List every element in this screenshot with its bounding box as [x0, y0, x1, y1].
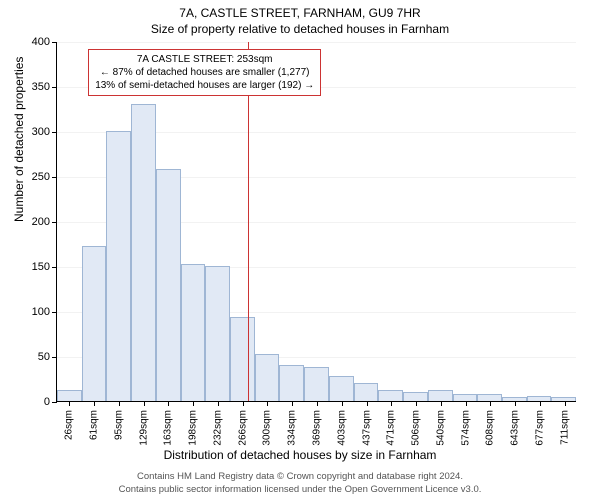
plot-region: 7A CASTLE STREET: 253sqm← 87% of detache… — [56, 42, 576, 402]
bar — [428, 390, 453, 401]
ytick-mark — [52, 222, 57, 223]
xtick-mark — [367, 401, 368, 406]
xtick-mark — [267, 401, 268, 406]
bar — [304, 367, 329, 401]
bar — [378, 390, 403, 401]
ytick-label: 50 — [10, 351, 50, 363]
xtick-mark — [144, 401, 145, 406]
xtick-label: 163sqm — [163, 410, 174, 446]
footer-credits: Contains HM Land Registry data © Crown c… — [0, 471, 600, 496]
xtick-mark — [342, 401, 343, 406]
xtick-mark — [218, 401, 219, 406]
xtick-label: 574sqm — [460, 410, 471, 446]
bar — [329, 376, 354, 401]
xtick-mark — [69, 401, 70, 406]
xtick-label: 643sqm — [510, 410, 521, 446]
chart-title-main: 7A, CASTLE STREET, FARNHAM, GU9 7HR — [0, 0, 600, 20]
xtick-label: 711sqm — [559, 410, 570, 445]
bar — [230, 317, 255, 401]
ytick-mark — [52, 42, 57, 43]
xtick-mark — [168, 401, 169, 406]
ytick-label: 200 — [10, 216, 50, 228]
xtick-mark — [317, 401, 318, 406]
xtick-label: 26sqm — [64, 410, 75, 440]
xtick-mark — [391, 401, 392, 406]
ytick-label: 100 — [10, 306, 50, 318]
xtick-label: 437sqm — [361, 410, 372, 446]
x-axis-label: Distribution of detached houses by size … — [0, 448, 600, 462]
xtick-label: 540sqm — [435, 410, 446, 446]
ytick-mark — [52, 87, 57, 88]
bar — [453, 394, 478, 401]
bar — [403, 392, 428, 401]
bar — [279, 365, 304, 401]
xtick-label: 232sqm — [212, 410, 223, 446]
xtick-label: 266sqm — [237, 410, 248, 446]
chart-plot-area: 7A CASTLE STREET: 253sqm← 87% of detache… — [56, 42, 576, 402]
chart-container: 7A, CASTLE STREET, FARNHAM, GU9 7HR Size… — [0, 0, 600, 500]
ytick-label: 250 — [10, 171, 50, 183]
xtick-label: 300sqm — [262, 410, 273, 446]
ytick-label: 300 — [10, 126, 50, 138]
xtick-label: 369sqm — [312, 410, 323, 446]
footer-line-2: Contains public sector information licen… — [0, 484, 600, 496]
xtick-label: 403sqm — [336, 410, 347, 446]
xtick-mark — [292, 401, 293, 406]
bar — [106, 131, 131, 401]
xtick-mark — [416, 401, 417, 406]
xtick-mark — [490, 401, 491, 406]
ytick-mark — [52, 177, 57, 178]
ytick-label: 400 — [10, 36, 50, 48]
annotation-line: 7A CASTLE STREET: 253sqm — [95, 53, 314, 66]
xtick-mark — [94, 401, 95, 406]
bar — [131, 104, 156, 401]
bar — [156, 169, 181, 401]
footer-line-1: Contains HM Land Registry data © Crown c… — [0, 471, 600, 483]
ytick-mark — [52, 402, 57, 403]
bar — [205, 266, 230, 401]
xtick-mark — [540, 401, 541, 406]
xtick-label: 608sqm — [485, 410, 496, 446]
ytick-label: 0 — [10, 396, 50, 408]
xtick-label: 129sqm — [138, 410, 149, 446]
annotation-line: 13% of semi-detached houses are larger (… — [95, 79, 314, 92]
xtick-mark — [466, 401, 467, 406]
ytick-mark — [52, 132, 57, 133]
ytick-label: 150 — [10, 261, 50, 273]
xtick-mark — [565, 401, 566, 406]
bar — [181, 264, 206, 401]
bar — [354, 383, 379, 401]
ytick-label: 350 — [10, 81, 50, 93]
ytick-mark — [52, 267, 57, 268]
xtick-mark — [193, 401, 194, 406]
annotation-line: ← 87% of detached houses are smaller (1,… — [95, 66, 314, 79]
xtick-label: 471sqm — [386, 410, 397, 446]
bar — [477, 394, 502, 401]
xtick-label: 334sqm — [287, 410, 298, 446]
bar — [82, 246, 107, 401]
xtick-mark — [515, 401, 516, 406]
xtick-label: 95sqm — [113, 410, 124, 440]
annotation-box: 7A CASTLE STREET: 253sqm← 87% of detache… — [88, 49, 321, 96]
ytick-mark — [52, 357, 57, 358]
xtick-label: 198sqm — [188, 410, 199, 446]
ytick-mark — [52, 312, 57, 313]
bar — [57, 390, 82, 401]
xtick-label: 61sqm — [89, 410, 100, 440]
bar — [255, 354, 280, 401]
xtick-mark — [119, 401, 120, 406]
chart-title-sub: Size of property relative to detached ho… — [0, 20, 600, 36]
xtick-mark — [243, 401, 244, 406]
xtick-label: 677sqm — [534, 410, 545, 446]
xtick-mark — [441, 401, 442, 406]
xtick-label: 506sqm — [411, 410, 422, 446]
